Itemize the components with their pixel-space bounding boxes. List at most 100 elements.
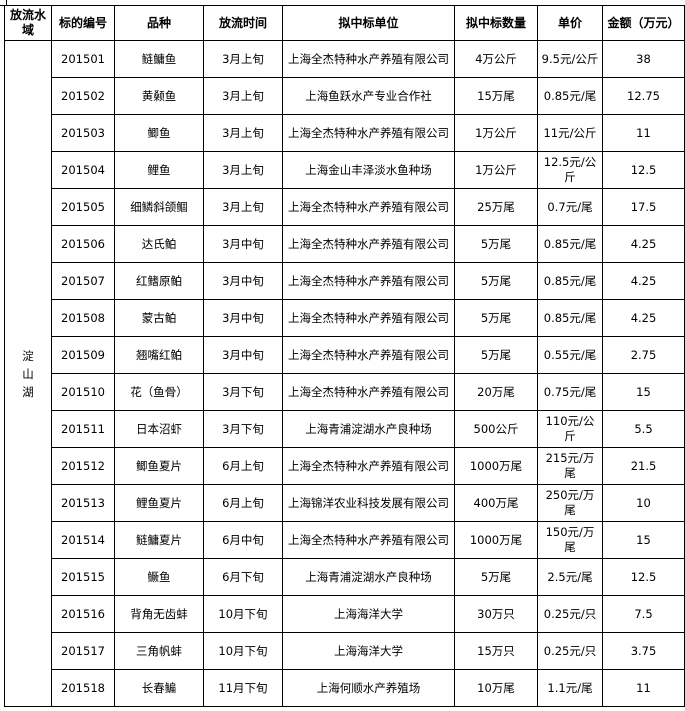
cell-amount: 7.5 bbox=[602, 595, 685, 633]
cell-qty: 5万尾 bbox=[454, 336, 538, 374]
region-char: 湖 bbox=[22, 384, 34, 399]
cell-id: 201505 bbox=[51, 188, 115, 226]
cell-qty: 1万公斤 bbox=[454, 151, 538, 189]
header-qty: 拟中标数量 bbox=[454, 5, 538, 41]
cell-species: 鲢鳙鱼 bbox=[114, 40, 204, 78]
cell-price: 215元/万尾 bbox=[537, 447, 603, 485]
cell-unit: 上海鱼跃水产专业合作社 bbox=[282, 77, 455, 115]
cell-amount: 11 bbox=[602, 669, 685, 707]
table-row: 201502 黄颡鱼 3月上旬 上海鱼跃水产专业合作社 15万尾 0.85元/尾 12.75 bbox=[5, 77, 685, 115]
cell-time: 3月中旬 bbox=[203, 225, 283, 263]
cell-price: 150元/万尾 bbox=[537, 521, 603, 559]
cell-time: 6月中旬 bbox=[203, 521, 283, 559]
cell-qty: 15万只 bbox=[454, 632, 538, 670]
cell-id: 201503 bbox=[51, 114, 115, 152]
cell-qty: 25万尾 bbox=[454, 188, 538, 226]
cell-amount: 15 bbox=[602, 373, 685, 411]
cell-price: 0.25元/只 bbox=[537, 632, 603, 670]
cell-amount: 38 bbox=[602, 40, 685, 78]
cell-species: 三角帆蚌 bbox=[114, 632, 204, 670]
cell-qty: 5万尾 bbox=[454, 299, 538, 337]
cell-price: 2.5元/尾 bbox=[537, 558, 603, 596]
cell-unit: 上海全杰特种水产养殖有限公司 bbox=[282, 373, 455, 411]
header-amount: 金额（万元） bbox=[602, 5, 685, 41]
corner-mark bbox=[0, 0, 7, 6]
cell-unit: 上海全杰特种水产养殖有限公司 bbox=[282, 114, 455, 152]
cell-amount: 12.5 bbox=[602, 558, 685, 596]
table-row: 201505 细鳞斜颌鲴 3月上旬 上海全杰特种水产养殖有限公司 25万尾 0.7元/尾 1… bbox=[5, 188, 685, 226]
cell-unit: 上海全杰特种水产养殖有限公司 bbox=[282, 447, 455, 485]
cell-amount: 5.5 bbox=[602, 410, 685, 448]
cell-time: 6月上旬 bbox=[203, 447, 283, 485]
cell-id: 201517 bbox=[51, 632, 115, 670]
table-row: 201514 鲢鳙夏片 6月中旬 上海全杰特种水产养殖有限公司 1000万尾 150元/万… bbox=[5, 521, 685, 559]
cell-qty: 1万公斤 bbox=[454, 114, 538, 152]
cell-time: 3月中旬 bbox=[203, 299, 283, 337]
cell-amount: 4.25 bbox=[602, 299, 685, 337]
cell-species: 蒙古鲌 bbox=[114, 299, 204, 337]
cell-unit: 上海锦洋农业科技发展有限公司 bbox=[282, 484, 455, 522]
table-row: 201504 鲤鱼 3月上旬 上海金山丰泽淡水鱼种场 1万公斤 12.5元/公斤 12.5 bbox=[5, 151, 685, 189]
cell-qty: 10万尾 bbox=[454, 669, 538, 707]
region-char: 山 bbox=[22, 366, 34, 381]
cell-unit: 上海全杰特种水产养殖有限公司 bbox=[282, 188, 455, 226]
cell-species: 花（鱼骨） bbox=[114, 373, 204, 411]
cell-price: 1.1元/尾 bbox=[537, 669, 603, 707]
cell-id: 201512 bbox=[51, 447, 115, 485]
table-row: 201510 花（鱼骨） 3月下旬 上海全杰特种水产养殖有限公司 20万尾 0.75元/尾… bbox=[5, 373, 685, 411]
cell-id: 201515 bbox=[51, 558, 115, 596]
header-row: 放流水域 标的编号 品种 放流时间 拟中标单位 拟中标数量 单价 金额（万元） bbox=[4, 5, 685, 41]
cell-species: 日本沼虾 bbox=[114, 410, 204, 448]
cell-species: 鲤鱼 bbox=[114, 151, 204, 189]
release-bid-table: 放流水域 标的编号 品种 放流时间 拟中标单位 拟中标数量 单价 金额（万元） … bbox=[4, 5, 685, 707]
cell-unit: 上海青浦淀湖水产良种场 bbox=[282, 558, 455, 596]
cell-unit: 上海全杰特种水产养殖有限公司 bbox=[282, 262, 455, 300]
region-char: 淀 bbox=[22, 348, 34, 363]
cell-id: 201502 bbox=[51, 77, 115, 115]
cell-amount: 17.5 bbox=[602, 188, 685, 226]
table-row: 201512 鲫鱼夏片 6月上旬 上海全杰特种水产养殖有限公司 1000万尾 215元/万… bbox=[5, 447, 685, 485]
cell-time: 3月上旬 bbox=[203, 114, 283, 152]
cell-price: 0.85元/尾 bbox=[537, 262, 603, 300]
table-row: 201513 鲤鱼夏片 6月上旬 上海锦洋农业科技发展有限公司 400万尾 250元/万尾… bbox=[5, 484, 685, 522]
cell-unit: 上海金山丰泽淡水鱼种场 bbox=[282, 151, 455, 189]
cell-time: 3月下旬 bbox=[203, 373, 283, 411]
cell-time: 6月上旬 bbox=[203, 484, 283, 522]
cell-species: 翘嘴红鲌 bbox=[114, 336, 204, 374]
cell-qty: 5万尾 bbox=[454, 225, 538, 263]
table-row: 201516 背角无齿蚌 10月下旬 上海海洋大学 30万只 0.25元/只 7.5 bbox=[5, 595, 685, 633]
cell-price: 0.85元/尾 bbox=[537, 299, 603, 337]
header-price: 单价 bbox=[537, 5, 603, 41]
table-row: 201508 蒙古鲌 3月中旬 上海全杰特种水产养殖有限公司 5万尾 0.85元/尾 4.2… bbox=[5, 299, 685, 337]
cell-species: 达氏鲌 bbox=[114, 225, 204, 263]
cell-id: 201518 bbox=[51, 669, 115, 707]
cell-unit: 上海全杰特种水产养殖有限公司 bbox=[282, 336, 455, 374]
header-id: 标的编号 bbox=[51, 5, 115, 41]
table-row: 201506 达氏鲌 3月中旬 上海全杰特种水产养殖有限公司 5万尾 0.85元/尾 4.2… bbox=[5, 225, 685, 263]
cell-species: 鲫鱼 bbox=[114, 114, 204, 152]
cell-time: 3月中旬 bbox=[203, 336, 283, 374]
table-row: 201517 三角帆蚌 10月下旬 上海海洋大学 15万只 0.25元/只 3.75 bbox=[5, 632, 685, 670]
cell-id: 201516 bbox=[51, 595, 115, 633]
cell-id: 201501 bbox=[51, 40, 115, 78]
cell-amount: 12.75 bbox=[602, 77, 685, 115]
cell-unit: 上海全杰特种水产养殖有限公司 bbox=[282, 225, 455, 263]
cell-time: 3月上旬 bbox=[203, 188, 283, 226]
cell-price: 0.55元/尾 bbox=[537, 336, 603, 374]
cell-id: 201513 bbox=[51, 484, 115, 522]
cell-time: 3月上旬 bbox=[203, 151, 283, 189]
cell-id: 201514 bbox=[51, 521, 115, 559]
cell-amount: 4.25 bbox=[602, 225, 685, 263]
table-row: 201518 长春鳊 11月下旬 上海何顺水产养殖场 10万尾 1.1元/尾 11 bbox=[5, 669, 685, 707]
cell-amount: 3.75 bbox=[602, 632, 685, 670]
cell-amount: 10 bbox=[602, 484, 685, 522]
table-row: 201503 鲫鱼 3月上旬 上海全杰特种水产养殖有限公司 1万公斤 11元/公斤 11 bbox=[5, 114, 685, 152]
cell-qty: 15万尾 bbox=[454, 77, 538, 115]
cell-unit: 上海全杰特种水产养殖有限公司 bbox=[282, 40, 455, 78]
cell-id: 201507 bbox=[51, 262, 115, 300]
cell-id: 201504 bbox=[51, 151, 115, 189]
cell-price: 0.85元/尾 bbox=[537, 77, 603, 115]
header-region: 放流水域 bbox=[4, 5, 52, 41]
cell-time: 10月下旬 bbox=[203, 595, 283, 633]
header-time: 放流时间 bbox=[203, 5, 283, 41]
